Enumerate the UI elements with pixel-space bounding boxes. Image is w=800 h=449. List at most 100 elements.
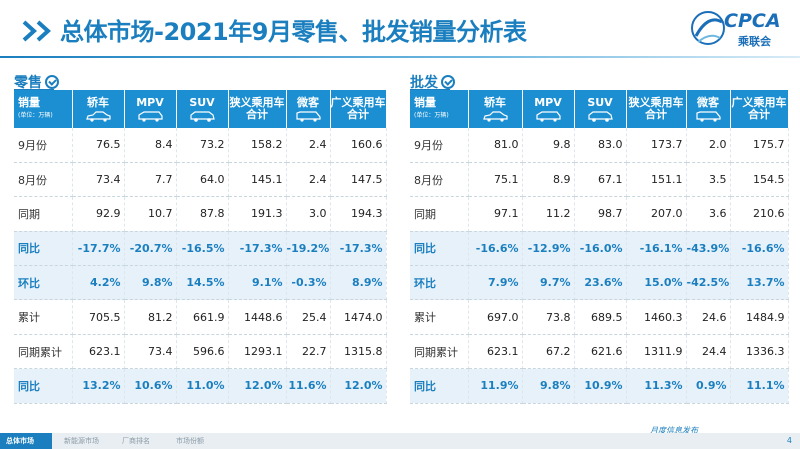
corner-header: 销量 (单位：万辆): [410, 90, 469, 128]
table-cell: 623.1: [72, 334, 125, 370]
table-cell: 210.6: [730, 196, 789, 232]
table-cell: 11.9%: [468, 368, 523, 404]
table-cell: 194.3: [330, 196, 387, 232]
column-header-label: 狭义乘用车: [229, 96, 285, 109]
suv-icon: [190, 110, 215, 122]
mpv-icon: [138, 110, 163, 122]
retail-label-text: 零售: [14, 75, 42, 91]
table-cell: 64.0: [176, 162, 229, 198]
table-row: 同比 11.9% 9.8% 10.9% 11.3% 0.9% 11.1%: [410, 368, 789, 404]
table-header-row: 销量 (单位：万辆) 轿车 MPV SUV 狭义乘用车 合计 微客 广义乘用车 合计: [14, 90, 387, 128]
column-header-label: 微客: [297, 95, 319, 109]
table-cell: 13.2%: [72, 368, 125, 404]
table-cell: 705.5: [72, 299, 125, 335]
column-header-label: MPV: [136, 95, 164, 109]
table-cell: 11.1%: [730, 368, 789, 404]
column-header-sublabel: 合计: [246, 108, 268, 121]
table-row: 9月份 81.0 9.8 83.0 173.7 2.0 175.7: [410, 128, 789, 163]
table-cell: 8.9%: [330, 265, 387, 301]
table-row: 同期 97.1 11.2 98.7 207.0 3.6 210.6: [410, 196, 789, 232]
table-cell: 160.6: [330, 128, 387, 163]
column-header-label: SUV: [189, 95, 215, 109]
column-header-sublabel: 合计: [748, 108, 770, 121]
table-row: 环比 7.9% 9.7% 23.6% 15.0% -42.5% 13.7%: [410, 265, 789, 301]
monthly-release-label: 月度信息发布: [650, 426, 698, 435]
footer-nav: 总体市场 新能源市场 厂商排名 市场份额: [0, 433, 800, 449]
table-cell: 10.6%: [124, 368, 177, 404]
row-label: 环比: [14, 265, 73, 301]
column-header: MPV: [522, 90, 575, 128]
retail-section-label: 零售: [14, 72, 59, 92]
table-cell: 9.1%: [228, 265, 287, 301]
table-cell: 0.9%: [686, 368, 731, 404]
table-cell: 23.6%: [574, 265, 627, 301]
table-cell: -43.9%: [686, 231, 731, 267]
table-row: 同比 -16.6% -12.9% -16.0% -16.1% -43.9% -16.6%: [410, 231, 789, 267]
table-cell: 3.5: [686, 162, 731, 198]
table-cell: 2.4: [286, 162, 331, 198]
double-chevron-icon: [22, 20, 51, 42]
down-arrow-circle-icon: [45, 75, 59, 89]
row-label: 累计: [14, 299, 73, 335]
footer-tab-ranking[interactable]: 厂商排名: [122, 437, 150, 445]
table-cell: 8.9: [522, 162, 575, 198]
table-cell: 145.1: [228, 162, 287, 198]
footer-tab-overall[interactable]: 总体市场: [0, 433, 52, 449]
table-cell: 2.4: [286, 128, 331, 163]
unit-label: (单位：万辆): [414, 111, 449, 119]
table-cell: 97.1: [468, 196, 523, 232]
corner-header: 销量 (单位：万辆): [14, 90, 73, 128]
cpca-logo: CPCA 乘联会: [690, 6, 790, 52]
retail-underline: [14, 89, 54, 90]
table-cell: 207.0: [626, 196, 687, 232]
column-header: 广义乘用车 合计: [330, 90, 387, 128]
column-header-label: 轿车: [87, 95, 109, 109]
row-label: 同比: [14, 368, 73, 404]
minivan-icon: [296, 110, 321, 122]
column-header: 轿车: [468, 90, 523, 128]
slide-header: 总体市场-2021年9月零售、批发销量分析表 CPCA 乘联会: [0, 0, 800, 58]
footer-tab-share[interactable]: 市场份额: [176, 437, 204, 445]
table-cell: 73.2: [176, 128, 229, 163]
table-cell: 9.8%: [522, 368, 575, 404]
table-cell: -12.9%: [522, 231, 575, 267]
table-cell: 1293.1: [228, 334, 287, 370]
table-cell: 1460.3: [626, 299, 687, 335]
table-cell: 10.9%: [574, 368, 627, 404]
table-cell: 12.0%: [228, 368, 287, 404]
table-row: 累计 705.5 81.2 661.9 1448.6 25.4 1474.0: [14, 299, 387, 335]
row-label: 同期累计: [14, 334, 73, 370]
column-header: 广义乘用车 合计: [730, 90, 789, 128]
column-header: SUV: [176, 90, 229, 128]
column-header: 狭义乘用车 合计: [626, 90, 687, 128]
column-header: 微客: [286, 90, 331, 128]
table-cell: -17.7%: [72, 231, 125, 267]
table-cell: 661.9: [176, 299, 229, 335]
table-header-row: 销量 (单位：万辆) 轿车 MPV SUV 狭义乘用车 合计 微客 广义乘用车 合计: [410, 90, 789, 128]
table-cell: 151.1: [626, 162, 687, 198]
table-cell: 11.6%: [286, 368, 331, 404]
column-header-label: 广义乘用车: [330, 96, 386, 109]
table-cell: 158.2: [228, 128, 287, 163]
table-cell: 4.2%: [72, 265, 125, 301]
logo-text: CPCA: [724, 10, 781, 32]
column-header-label: 轿车: [484, 95, 506, 109]
column-header: 狭义乘用车 合计: [228, 90, 287, 128]
footer-tab-nev[interactable]: 新能源市场: [64, 437, 99, 445]
column-header-label: 狭义乘用车: [628, 96, 684, 109]
table-cell: -16.0%: [574, 231, 627, 267]
table-cell: 1484.9: [730, 299, 789, 335]
table-cell: 3.0: [286, 196, 331, 232]
table-cell: 11.3%: [626, 368, 687, 404]
table-cell: -16.6%: [468, 231, 523, 267]
row-label: 8月份: [14, 162, 73, 198]
table-cell: 1474.0: [330, 299, 387, 335]
table-cell: 76.5: [72, 128, 125, 163]
minivan-icon: [696, 110, 721, 122]
table-cell: 1311.9: [626, 334, 687, 370]
wholesale-table: 销量 (单位：万辆) 轿车 MPV SUV 狭义乘用车 合计 微客 广义乘用车 合计 9月份 81.…: [410, 90, 789, 404]
table-cell: 697.0: [468, 299, 523, 335]
table-cell: 8.4: [124, 128, 177, 163]
row-label: 环比: [410, 265, 469, 301]
column-header: MPV: [124, 90, 177, 128]
